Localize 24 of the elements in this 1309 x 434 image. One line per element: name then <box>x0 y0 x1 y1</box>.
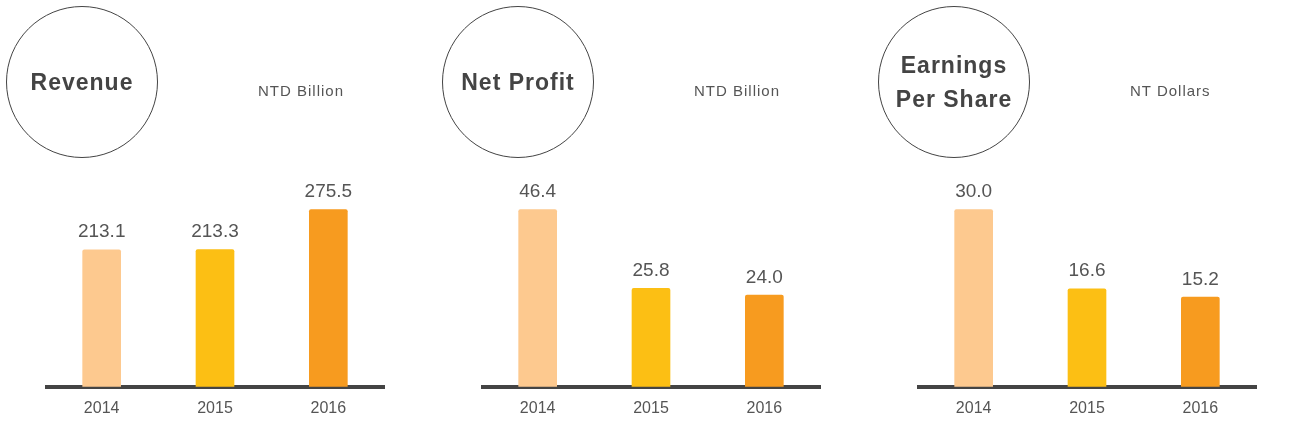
data-label: 30.0 <box>955 180 993 202</box>
x-tick-label: 2014 <box>83 398 120 416</box>
x-tick-label: 2015 <box>633 398 669 416</box>
data-label: 275.5 <box>304 180 353 202</box>
chart-subtitle: NTD Billion <box>694 81 781 101</box>
chart-title: Net Profit <box>460 68 576 97</box>
data-label: 213.3 <box>191 220 239 242</box>
data-label: 25.8 <box>632 259 670 281</box>
x-tick-label: 2016 <box>746 398 783 416</box>
x-tick-label: 2016 <box>1182 398 1219 416</box>
x-tick-label: 2015 <box>1069 398 1105 416</box>
x-tick-label: 2014 <box>955 398 992 416</box>
chart-subtitle: NT Dollars <box>1130 81 1212 101</box>
data-label: 213.1 <box>77 220 126 242</box>
x-tick-label: 2014 <box>519 398 556 416</box>
data-label: 16.6 <box>1068 259 1106 281</box>
x-tick-label: 2016 <box>310 398 347 416</box>
chart-title: Earnings Per Share <box>894 51 1014 114</box>
data-label: 46.4 <box>519 180 557 202</box>
chart-title: Revenue <box>29 68 135 97</box>
chart-subtitle: NTD Billion <box>258 81 345 101</box>
x-tick-label: 2015 <box>197 398 233 416</box>
data-label: 24.0 <box>745 265 783 287</box>
data-label: 15.2 <box>1181 267 1219 289</box>
